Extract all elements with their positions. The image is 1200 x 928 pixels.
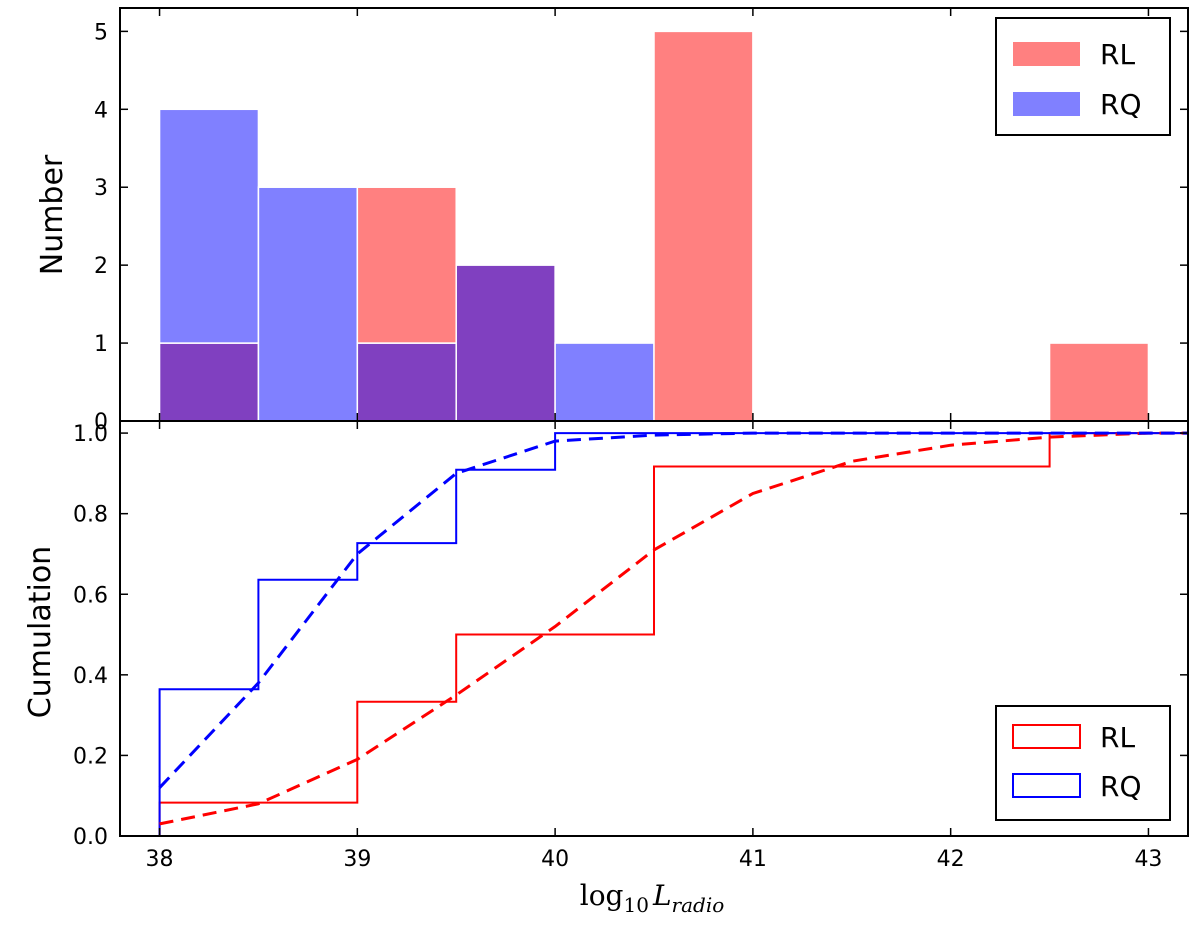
- y-tick-label: 4: [94, 98, 108, 123]
- cumulative-ticks: [120, 421, 1188, 837]
- xlabel-L: L: [652, 879, 672, 912]
- cumulative-lines: [158, 431, 1188, 836]
- cumulative-panel: 0.0 0.2 0.4 0.6 0.8 1.0 38 39 40 41 42 43 Cumulati…: [23, 420, 1189, 917]
- x-tick-label: 40: [541, 847, 569, 872]
- cumulative-y-axis-label: Cumulation: [23, 546, 58, 718]
- x-tick-label: 42: [937, 847, 965, 872]
- y-tick-label: 2: [94, 254, 108, 279]
- x-tick-label: 41: [739, 847, 767, 872]
- cumulative-legend: RL RQ: [995, 705, 1171, 821]
- y-tick-label: 0.6: [73, 583, 108, 608]
- legend-box: [995, 705, 1171, 821]
- bar-overlap: [158, 342, 260, 422]
- bar-overlap: [356, 342, 457, 422]
- x-tick-label: 43: [1134, 847, 1162, 872]
- y-tick-label: 1: [94, 332, 108, 357]
- bar-overlap: [455, 264, 556, 422]
- x-tick-labels: 38 39 40 41 42 43: [146, 847, 1163, 872]
- legend-swatch-rq-line: [1012, 773, 1081, 798]
- histogram-legend: RL RQ: [995, 17, 1171, 136]
- cumulative-frame: [119, 420, 1189, 837]
- line-rq-fit: [158, 431, 1188, 789]
- legend-swatch-rl-line: [1012, 724, 1081, 749]
- y-tick-label: 0.0: [73, 825, 108, 850]
- bar-rq: [158, 108, 260, 344]
- x-tick-label: 39: [343, 847, 371, 872]
- legend-box: [995, 17, 1171, 136]
- xlabel-sub10: 10: [623, 893, 648, 917]
- bar-rq: [257, 186, 359, 422]
- x-axis-label: log10 Lradio: [580, 879, 725, 917]
- cumulative-y-tick-labels: 0.0 0.2 0.4 0.6 0.8 1.0: [73, 422, 108, 850]
- y-tick-label: 5: [94, 20, 108, 45]
- xlabel-log: log: [580, 879, 624, 912]
- bar-rl: [356, 186, 457, 344]
- bar-rl: [1048, 342, 1150, 422]
- bar-rq: [554, 342, 655, 422]
- legend-label-rq: RQ: [1100, 770, 1142, 803]
- legend-swatch-rq: [1013, 92, 1080, 116]
- histogram-bars: [158, 30, 1150, 422]
- legend-label-rl: RL: [1100, 721, 1135, 754]
- legend-swatch-rl: [1013, 42, 1080, 66]
- legend-label-rq: RQ: [1100, 88, 1142, 121]
- bar-rl: [653, 30, 754, 422]
- y-tick-label: 0: [94, 410, 108, 435]
- xlabel-subradio: radio: [672, 893, 725, 917]
- histogram-ticks: [120, 8, 1188, 422]
- x-tick-label: 38: [146, 847, 174, 872]
- y-tick-label: 1.0: [73, 422, 108, 447]
- y-tick-label: 0.8: [73, 503, 108, 528]
- legend-label-rl: RL: [1100, 38, 1135, 71]
- y-tick-label: 0.4: [73, 664, 108, 689]
- y-tick-label: 3: [94, 176, 108, 201]
- line-rl-fit: [159, 431, 1188, 826]
- histogram-panel: 0 1 2 3 4 5 Number RL RQ: [35, 7, 1189, 435]
- histogram-y-axis-label: Number: [35, 154, 70, 275]
- line-rl: [158, 432, 1188, 836]
- line-rq: [158, 432, 1188, 836]
- y-tick-label: 0.2: [73, 744, 108, 769]
- histogram-y-tick-labels: 0 1 2 3 4 5: [94, 20, 108, 435]
